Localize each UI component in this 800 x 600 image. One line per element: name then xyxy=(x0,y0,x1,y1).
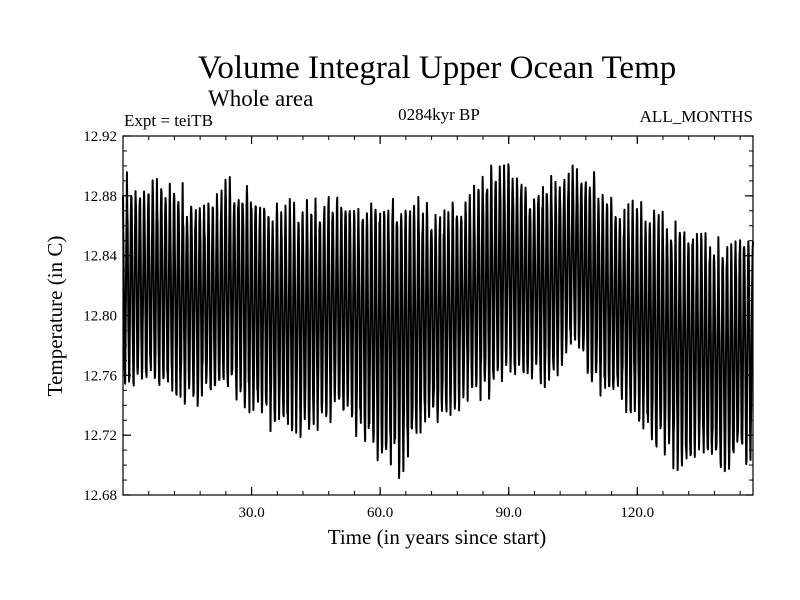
chart-subtitle: Whole area xyxy=(208,86,313,111)
y-tick-label: 12.84 xyxy=(83,249,117,265)
y-tick-label: 12.72 xyxy=(83,428,117,444)
y-tick-label: 12.92 xyxy=(83,129,117,145)
experiment-label: Expt = teiTB xyxy=(124,111,213,130)
y-tick-label: 12.88 xyxy=(83,189,117,205)
period-label: 0284kyr BP xyxy=(398,105,480,124)
x-tick-label: 90.0 xyxy=(496,505,522,521)
y-tick-label: 12.76 xyxy=(83,368,117,384)
y-axis-label: Temperature (in C) xyxy=(43,236,67,397)
season-label: ALL_MONTHS xyxy=(640,107,753,126)
x-tick-label: 120.0 xyxy=(620,505,654,521)
x-tick-label: 60.0 xyxy=(367,505,393,521)
x-tick-label: 30.0 xyxy=(238,505,264,521)
chart-title: Volume Integral Upper Ocean Temp xyxy=(198,50,676,86)
temperature-series-line xyxy=(122,163,754,480)
y-tick-label: 12.68 xyxy=(83,488,117,504)
y-tick-label: 12.80 xyxy=(83,309,117,325)
x-axis: 30.0 60.0 90.0 120.0 xyxy=(148,136,741,521)
x-axis-label: Time (in years since start) xyxy=(328,525,547,549)
